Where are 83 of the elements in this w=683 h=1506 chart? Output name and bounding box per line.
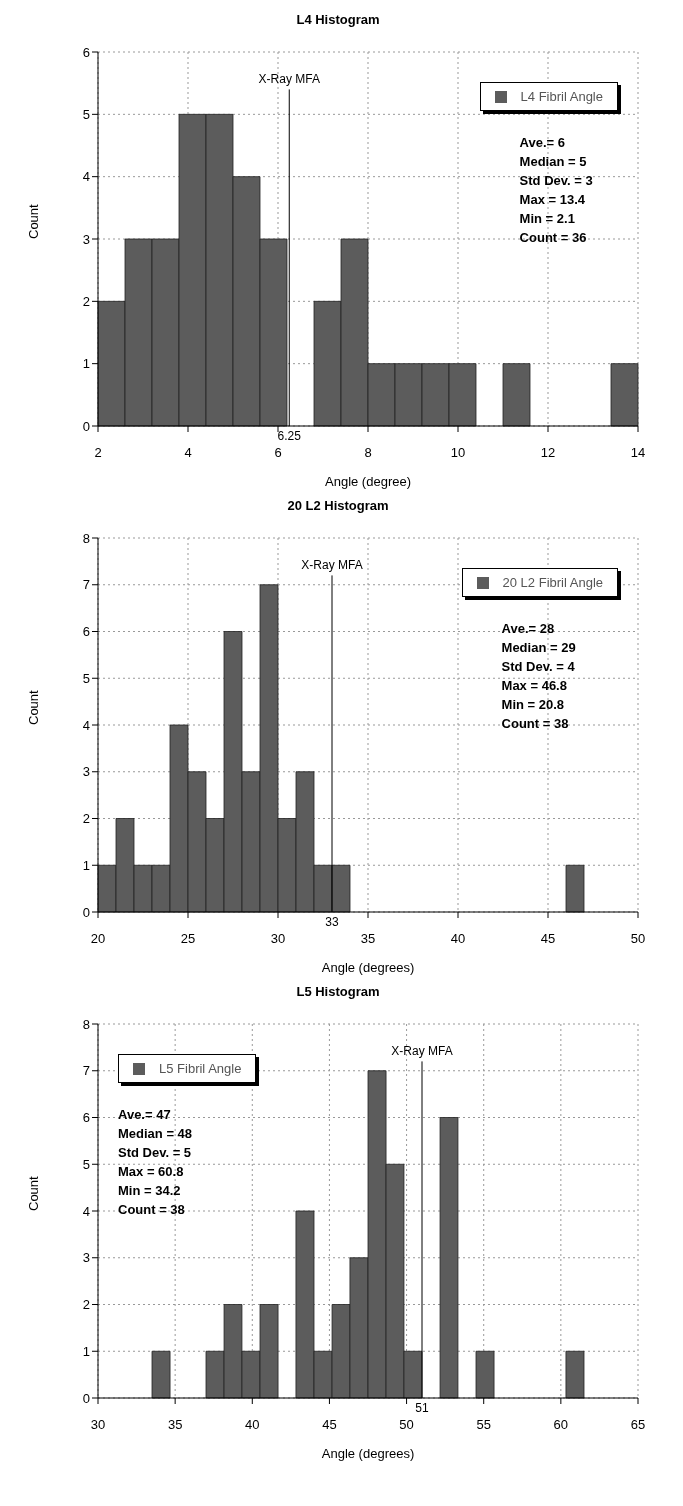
y-tick-label: 1 bbox=[82, 857, 90, 873]
y-tick-label: 5 bbox=[82, 1156, 90, 1172]
y-tick-label: 2 bbox=[82, 1297, 90, 1313]
x-tick-label: 2 bbox=[94, 445, 102, 461]
annotation: Count = 38 bbox=[501, 715, 570, 733]
annotation: Count = 36 bbox=[519, 229, 588, 247]
y-tick-label: 0 bbox=[82, 418, 90, 434]
legend-label: L4 Fibril Angle bbox=[519, 89, 603, 104]
x-tick-label: 8 bbox=[364, 445, 372, 461]
y-tick-label: 6 bbox=[82, 1110, 90, 1126]
y-tick-label: 2 bbox=[82, 293, 90, 309]
x-tick-label: 14 bbox=[630, 445, 646, 461]
x-tick-label: 10 bbox=[450, 445, 466, 461]
y-tick-label: 4 bbox=[82, 717, 90, 733]
annotation: Count = 38 bbox=[118, 1201, 186, 1219]
x-tick-label: 40 bbox=[450, 931, 466, 947]
annotation: Max = 13.4 bbox=[519, 191, 586, 209]
y-tick-label: 5 bbox=[82, 670, 90, 686]
x-tick-label: 50 bbox=[399, 1417, 414, 1433]
x-tick-label: 35 bbox=[360, 931, 376, 947]
annotation: 51 bbox=[415, 1401, 429, 1415]
x-tick-label: 6 bbox=[274, 445, 282, 461]
y-tick-label: 5 bbox=[82, 106, 90, 122]
annotation: 6.25 bbox=[277, 429, 302, 443]
x-axis-title: Angle (degrees) bbox=[321, 1446, 415, 1461]
annotation: 33 bbox=[325, 915, 339, 929]
ref-line-label: X-Ray MFA bbox=[301, 558, 363, 573]
chart-title: L5 Histogram bbox=[295, 983, 381, 1001]
y-axis-title: Count bbox=[25, 1175, 41, 1211]
ref-line-label: X-Ray MFA bbox=[258, 72, 320, 87]
annotation: Std Dev. = 5 bbox=[118, 1144, 193, 1162]
y-tick-label: 8 bbox=[82, 1016, 90, 1032]
annotation: Std Dev. = 3 bbox=[519, 172, 593, 190]
y-tick-label: 1 bbox=[82, 1343, 90, 1359]
annotation: Min = 20.8 bbox=[501, 696, 566, 714]
y-tick-label: 6 bbox=[82, 624, 90, 640]
x-axis-title: Angle (degree) bbox=[325, 474, 411, 489]
y-tick-label: 4 bbox=[82, 1203, 90, 1219]
x-tick-label: 50 bbox=[630, 931, 646, 947]
ref-line-label: X-Ray MFA bbox=[391, 1044, 453, 1059]
y-tick-label: 6 bbox=[82, 44, 90, 60]
legend-label: 20 L2 Fibril Angle bbox=[501, 575, 603, 590]
y-tick-label: 1 bbox=[82, 356, 90, 372]
y-axis-title: Count bbox=[25, 689, 41, 725]
y-tick-label: 0 bbox=[82, 904, 90, 920]
annotation: Min = 2.1 bbox=[519, 210, 576, 228]
annotation: Std Dev. = 4 bbox=[501, 658, 576, 676]
y-axis-title: Count bbox=[25, 203, 41, 239]
annotation: Median = 29 bbox=[501, 639, 576, 657]
x-tick-label: 12 bbox=[540, 445, 556, 461]
annotation: Median = 48 bbox=[118, 1125, 193, 1143]
x-tick-label: 30 bbox=[270, 931, 286, 947]
y-tick-label: 3 bbox=[82, 764, 90, 780]
x-tick-label: 55 bbox=[476, 1417, 491, 1433]
y-tick-label: 2 bbox=[82, 811, 90, 827]
chart-title: 20 L2 Histogram bbox=[286, 497, 390, 515]
y-tick-label: 3 bbox=[82, 231, 90, 247]
y-tick-label: 8 bbox=[82, 530, 90, 546]
x-tick-label: 60 bbox=[553, 1417, 569, 1433]
x-tick-label: 4 bbox=[184, 445, 192, 461]
x-tick-label: 35 bbox=[167, 1417, 183, 1433]
annotation: Ave.= 6 bbox=[519, 134, 567, 152]
x-tick-label: 20 bbox=[90, 931, 106, 947]
annotation: Max = 60.8 bbox=[118, 1163, 185, 1181]
annotation: Ave.= 47 bbox=[118, 1106, 172, 1124]
x-tick-label: 25 bbox=[180, 931, 196, 947]
annotation: Max = 46.8 bbox=[501, 677, 568, 695]
x-tick-label: 65 bbox=[630, 1417, 646, 1433]
x-axis-title: Angle (degrees) bbox=[321, 960, 415, 975]
y-tick-label: 7 bbox=[82, 1063, 90, 1079]
chart-title: L4 Histogram bbox=[295, 11, 381, 29]
annotation: Median = 5 bbox=[519, 153, 588, 171]
x-tick-label: 30 bbox=[90, 1417, 106, 1433]
annotation: Ave.= 28 bbox=[501, 620, 556, 638]
x-tick-label: 45 bbox=[540, 931, 556, 947]
x-tick-label: 40 bbox=[245, 1417, 260, 1433]
y-tick-label: 3 bbox=[82, 1250, 90, 1266]
legend-label: L5 Fibril Angle bbox=[158, 1061, 242, 1076]
y-tick-label: 0 bbox=[82, 1390, 90, 1406]
x-tick-label: 45 bbox=[322, 1417, 337, 1433]
y-tick-label: 7 bbox=[82, 577, 90, 593]
annotation: Min = 34.2 bbox=[118, 1182, 182, 1200]
y-tick-label: 4 bbox=[82, 169, 90, 185]
